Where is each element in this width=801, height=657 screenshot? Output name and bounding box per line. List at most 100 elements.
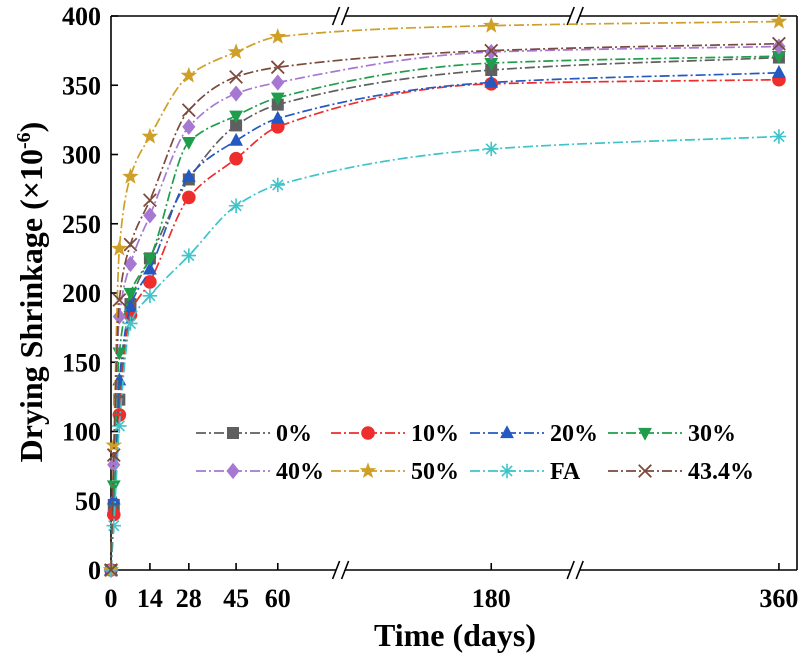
y-tick-label: 250	[62, 210, 101, 239]
legend-label: 50%	[411, 459, 459, 485]
y-tick-label: 50	[75, 487, 101, 516]
x-tick-label: 60	[265, 584, 291, 613]
x-tick-label: 0	[105, 584, 118, 613]
axis-break-slash	[566, 6, 575, 26]
data-point-40pct	[112, 308, 126, 325]
axis-break-slash	[331, 6, 341, 26]
legend-marker	[638, 427, 652, 441]
data-point-20pct	[106, 491, 121, 505]
series-line-40pct	[110, 45, 779, 571]
legend-marker	[500, 425, 514, 439]
data-point-40pct	[123, 255, 138, 273]
legend-entry-20pct: 20%	[470, 421, 598, 447]
y-tick-label: 100	[62, 418, 101, 447]
axis-break-slash	[575, 6, 584, 26]
data-point-43-4pct	[229, 70, 244, 84]
data-point-43-4pct	[142, 193, 157, 208]
y-axis-label-exponent: -6	[13, 132, 35, 149]
data-point-50pct	[770, 12, 788, 29]
y-tick-label: 0	[88, 556, 101, 585]
legend-label: 43.4%	[688, 459, 754, 485]
data-point-fa	[123, 316, 138, 331]
y-axis-label-main: Drying Shrinkage (×10	[13, 149, 49, 462]
data-point-fa	[142, 288, 158, 303]
data-point-0pct	[230, 119, 243, 132]
y-tick-label: 150	[62, 348, 101, 377]
axis-break-gap	[567, 7, 584, 25]
legend-label: 10%	[411, 421, 459, 447]
data-point-50pct	[227, 43, 245, 60]
series-line-10pct	[110, 78, 779, 571]
legend-marker	[361, 426, 375, 440]
y-axis-label-close: )	[13, 122, 49, 133]
legend-label: 40%	[276, 459, 324, 485]
legend-entry-40pct: 40%	[196, 459, 324, 485]
data-point-50pct	[122, 167, 139, 184]
axis-break-slash	[340, 560, 350, 580]
data-point-50pct	[482, 16, 500, 33]
data-point-50pct	[269, 28, 287, 44]
legend-marker	[359, 462, 377, 479]
legend-marker	[638, 464, 652, 478]
legend-label: FA	[550, 459, 581, 485]
y-tick-label: 400	[62, 2, 101, 31]
series-line-50pct	[110, 20, 779, 571]
x-tick-label: 360	[759, 584, 798, 613]
series-line-fa	[110, 135, 779, 571]
axis-breaks	[331, 6, 584, 580]
legend: 0% 10% 20% 30% 40% 50% FA 43.4%	[196, 421, 754, 485]
data-point-30pct	[143, 253, 157, 267]
legend-label: 0%	[276, 421, 312, 447]
data-point-30pct	[270, 92, 285, 106]
data-point-43-4pct	[106, 448, 121, 462]
legend-marker	[499, 463, 515, 479]
data-point-30pct	[181, 136, 196, 150]
data-point-10pct	[143, 275, 157, 289]
legend-entry-10pct: 10%	[331, 421, 459, 447]
axis-break-gap	[332, 7, 349, 25]
data-point-20pct	[229, 132, 243, 146]
data-point-50pct	[141, 127, 159, 144]
legend-entry-0pct: 0%	[196, 421, 312, 447]
x-tick-label: 28	[176, 584, 202, 613]
legend-entry-43-4pct: 43.4%	[608, 459, 754, 485]
data-point-20pct	[143, 261, 157, 275]
data-point-30pct	[772, 51, 786, 64]
data-point-fa	[484, 141, 499, 157]
y-tick-label: 200	[62, 279, 101, 308]
series-line-20pct	[110, 71, 779, 571]
data-point-fa	[270, 177, 285, 193]
data-point-fa	[228, 198, 244, 213]
plot-frame: 0 50 100 150 200 250 300 350 400 0 14 28 45 60 180 360	[62, 2, 798, 613]
data-point-30pct	[484, 57, 499, 71]
data-point-10pct	[182, 190, 196, 205]
legend-label: 20%	[550, 421, 598, 447]
axis-break-slash	[575, 560, 584, 580]
y-axis-label: Drying Shrinkage (×10-6)	[13, 122, 49, 463]
data-point-43-4pct	[123, 237, 138, 252]
axis-break-gap	[332, 561, 349, 579]
data-point-43-4pct	[181, 103, 196, 118]
legend-entry-fa: FA	[470, 459, 581, 485]
data-point-10pct	[229, 151, 243, 166]
axis-break-slash	[566, 560, 575, 580]
series-line-0pct	[110, 56, 779, 571]
data-point-20pct	[270, 110, 285, 124]
data-point-30pct	[123, 287, 138, 301]
data-point-43-4pct	[484, 43, 499, 58]
data-point-fa	[106, 518, 121, 533]
data-point-43-4pct	[771, 36, 786, 51]
data-point-43-4pct	[270, 60, 285, 75]
x-axis-label: Time (days)	[374, 617, 536, 653]
data-point-50pct	[105, 436, 123, 453]
data-point-50pct	[111, 239, 128, 256]
data-point-20pct	[181, 168, 196, 182]
data-point-40pct	[772, 38, 786, 55]
data-point-20pct	[484, 74, 499, 88]
x-tick-label: 180	[472, 584, 511, 613]
series-layer	[102, 12, 788, 579]
data-point-fa	[112, 418, 127, 434]
data-point-43-4pct	[104, 563, 118, 577]
legend-entry-30pct: 30%	[608, 421, 736, 447]
